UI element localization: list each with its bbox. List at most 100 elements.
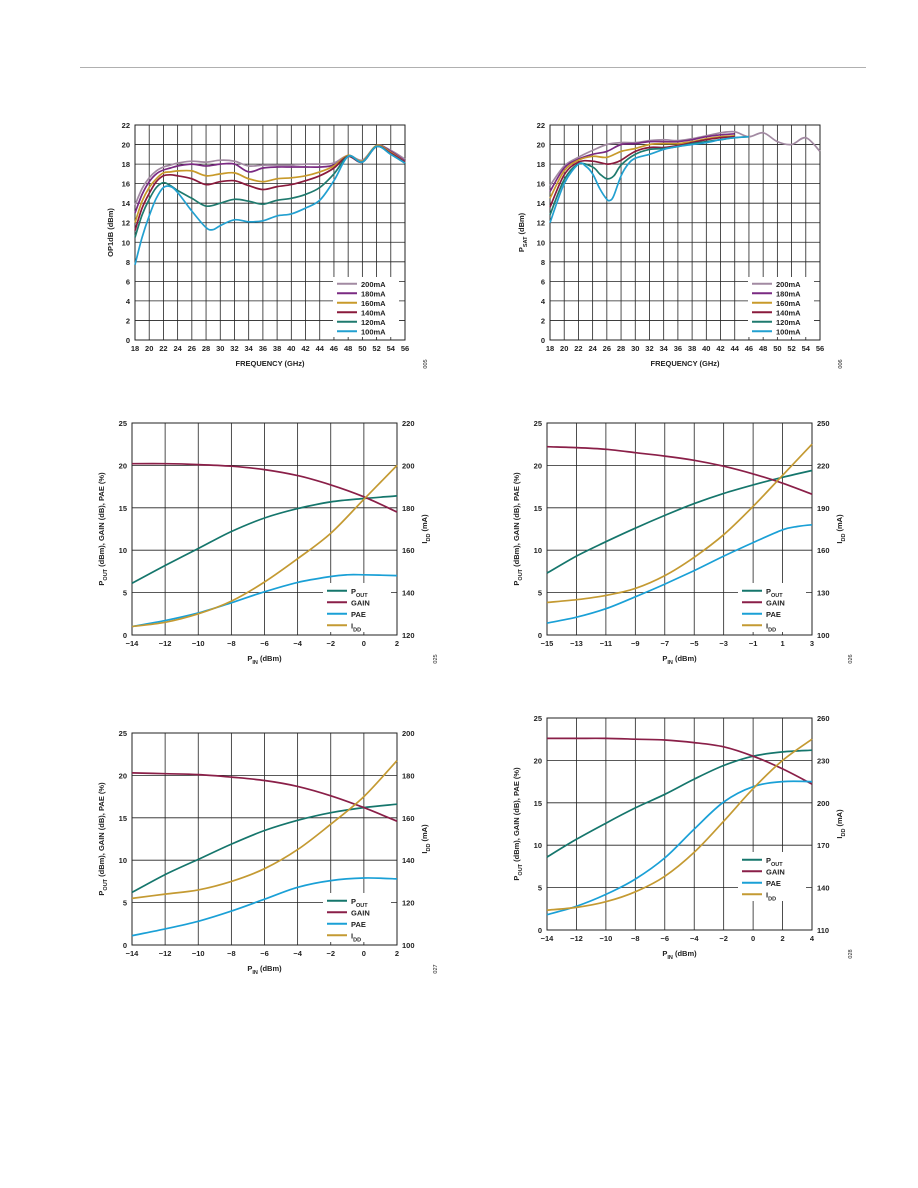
legend-label: GAIN	[351, 908, 370, 917]
plot-frame	[546, 717, 813, 931]
y2-axis-label: IDD (mA)	[420, 824, 432, 854]
y2-tick-label: 180	[402, 771, 415, 780]
x-tick-label: 52	[787, 344, 795, 353]
x-tick-label: 24	[173, 344, 182, 353]
x-tick-label: 18	[546, 344, 554, 353]
y-tick-label: 14	[537, 199, 546, 208]
x-tick-label: −3	[719, 639, 728, 648]
x-tick-label: 50	[773, 344, 781, 353]
x-tick-label: 28	[202, 344, 210, 353]
x-tick-label: 28	[617, 344, 625, 353]
series-line-pout	[546, 749, 813, 858]
x-axis-label: FREQUENCY (GHz)	[235, 359, 305, 368]
y-tick-label: 10	[534, 546, 542, 555]
y2-axis-label: IDD (mA)	[835, 809, 847, 839]
legend-label: 200mA	[776, 280, 801, 289]
series-line-idd	[131, 464, 398, 628]
x-tick-label: −11	[600, 639, 612, 648]
x-tick-label: −2	[326, 949, 335, 958]
y2-axis-label: IDD (mA)	[835, 514, 847, 544]
power-sweep-chart-2: −15 −13 −11 −9 −7 −5 −3 −1 1 30510152025100130160…	[512, 419, 854, 666]
y-tick-label: 0	[123, 941, 127, 950]
series-line-pae	[546, 780, 813, 916]
x-tick-label: −8	[227, 639, 236, 648]
x-tick-label: 36	[259, 344, 267, 353]
legend-label: 120mA	[361, 318, 386, 327]
series-line-idd	[546, 443, 813, 604]
x-tick-label: 3	[810, 639, 814, 648]
x-tick-label: 38	[273, 344, 281, 353]
y-tick-label: 10	[119, 546, 127, 555]
y-tick-label: 0	[126, 336, 130, 345]
x-tick-label: −14	[126, 639, 140, 648]
x-tick-label: 24	[588, 344, 597, 353]
y2-tick-label: 120	[402, 631, 415, 640]
x-tick-label: 48	[759, 344, 767, 353]
x-axis-label: PIN (dBm)	[662, 654, 697, 666]
legend-label: GAIN	[766, 867, 785, 876]
x-tick-label: −15	[541, 639, 554, 648]
y2-tick-label: 140	[817, 884, 830, 893]
plot-frame	[134, 124, 406, 341]
y2-tick-label: 170	[817, 841, 830, 850]
legend-label: PAE	[766, 610, 781, 619]
series-line-160ma	[549, 134, 735, 199]
legend-label: PAE	[351, 610, 366, 619]
y-axis-label: PSAT (dBm)	[517, 212, 529, 252]
x-tick-label: −14	[541, 934, 555, 943]
x-tick-label: 40	[287, 344, 295, 353]
x-tick-label: 54	[387, 344, 396, 353]
x-tick-label: −5	[690, 639, 699, 648]
y2-tick-label: 120	[402, 899, 415, 908]
x-tick-label: −8	[631, 934, 640, 943]
x-tick-label: 2	[780, 934, 784, 943]
y-tick-label: 25	[534, 419, 542, 428]
figure-id: 006	[838, 359, 844, 368]
op1db-vs-frequency-chart: 18 20 22 24 26 28 30 32 34 36 38 40 42 44 46 48 50 52 54 56…	[106, 121, 429, 369]
y2-tick-label: 110	[817, 926, 829, 935]
x-tick-label: −1	[749, 639, 758, 648]
legend-label: IDD	[766, 890, 776, 902]
x-tick-label: 42	[301, 344, 309, 353]
power-sweep-chart-4: −14 −12 −10 −8 −6 −4 −2 0 2 4 0 5 10 15 20 25 110 140 170 2…	[512, 714, 854, 961]
legend-label: 140mA	[776, 308, 801, 317]
y2-tick-label: 130	[817, 589, 830, 598]
plot-frame	[549, 124, 821, 341]
y-axis-label: POUT (dBm), GAIN (dB), PAE (%)	[512, 767, 524, 881]
x-tick-label: 2	[395, 639, 399, 648]
x-tick-label: 38	[688, 344, 696, 353]
y2-tick-label: 220	[817, 461, 830, 470]
y-tick-label: 10	[534, 841, 542, 850]
legend-label: PAE	[766, 879, 781, 888]
x-tick-label: −10	[600, 934, 613, 943]
psat-vs-frequency-chart: 18 20 22 24 26 28 30 32 34 36 38 40 42 44 46 48 50 52 54 56…	[517, 121, 844, 369]
series-line-idd	[131, 760, 398, 900]
x-tick-label: 30	[631, 344, 639, 353]
y-tick-label: 20	[534, 756, 542, 765]
grid	[131, 732, 398, 946]
x-tick-label: −7	[660, 639, 669, 648]
legend-label: 160mA	[361, 299, 386, 308]
y-tick-label: 6	[541, 277, 545, 286]
x-tick-label: 34	[660, 344, 669, 353]
y2-tick-label: 200	[402, 729, 415, 738]
legend-label: 200mA	[361, 280, 386, 289]
x-tick-label: 26	[603, 344, 611, 353]
y2-tick-label: 250	[817, 419, 830, 428]
y2-tick-label: 140	[402, 856, 415, 865]
x-tick-label: 0	[751, 934, 755, 943]
series-line-pout	[131, 495, 398, 585]
figure-id: 026	[848, 654, 854, 663]
legend-label: IDD	[766, 621, 776, 633]
x-tick-label: −4	[293, 639, 302, 648]
x-tick-label: −4	[293, 949, 302, 958]
x-tick-label: 56	[816, 344, 824, 353]
figure-id: 028	[848, 949, 854, 958]
x-tick-label: −2	[326, 639, 335, 648]
y-tick-label: 25	[534, 714, 542, 723]
x-tick-label: 44	[316, 344, 325, 353]
plot-frame	[131, 422, 398, 636]
x-tick-label: 32	[230, 344, 238, 353]
